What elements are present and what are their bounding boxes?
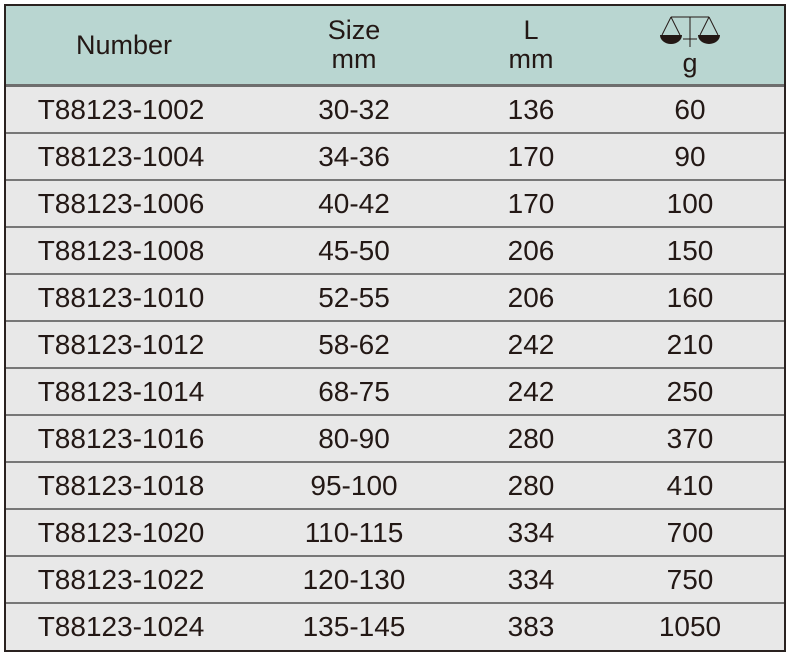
cell-weight: 250 bbox=[666, 375, 714, 407]
table-row: T88123-1002 30-32 136 60 bbox=[6, 87, 784, 134]
cell-size: 45-50 bbox=[318, 234, 390, 266]
cell-length: 170 bbox=[507, 140, 555, 172]
cell-size: 30-32 bbox=[318, 93, 390, 125]
cell-number: T88123-1006 bbox=[37, 187, 205, 219]
table-row: T88123-1012 58-62 242 210 bbox=[6, 322, 784, 369]
cell-number: T88123-1016 bbox=[37, 422, 205, 454]
cell-number: T88123-1008 bbox=[37, 234, 205, 266]
cell-weight: 100 bbox=[666, 187, 714, 219]
cell-number: T88123-1022 bbox=[37, 563, 205, 595]
spec-table: Number Size mm L mm bbox=[4, 4, 786, 652]
cell-number: T88123-1024 bbox=[37, 610, 205, 642]
cell-size: 34-36 bbox=[318, 140, 390, 172]
cell-number: T88123-1010 bbox=[37, 281, 205, 313]
cell-weight: 750 bbox=[666, 563, 714, 595]
cell-number: T88123-1014 bbox=[37, 375, 205, 407]
table-row: T88123-1022 120-130 334 750 bbox=[6, 557, 784, 604]
table-row: T88123-1018 95-100 280 410 bbox=[6, 463, 784, 510]
cell-weight: 410 bbox=[666, 469, 714, 501]
table-row: T88123-1024 135-145 383 1050 bbox=[6, 604, 784, 649]
cell-weight: 150 bbox=[666, 234, 714, 266]
cell-size: 135-145 bbox=[302, 610, 406, 642]
cell-length: 280 bbox=[507, 469, 555, 501]
table-row: T88123-1016 80-90 280 370 bbox=[6, 416, 784, 463]
cell-number: T88123-1004 bbox=[37, 140, 205, 172]
cell-length: 280 bbox=[507, 422, 555, 454]
header-number: Number bbox=[6, 6, 242, 84]
cell-size: 68-75 bbox=[318, 375, 390, 407]
table-header: Number Size mm L mm bbox=[6, 6, 784, 87]
cell-size: 95-100 bbox=[310, 469, 398, 501]
table-body: T88123-1002 30-32 136 60 T88123-1004 34-36 170… bbox=[6, 87, 784, 649]
header-weight: g bbox=[596, 6, 784, 84]
cell-number: T88123-1002 bbox=[37, 93, 205, 125]
cell-weight: 210 bbox=[666, 328, 714, 360]
cell-weight: 700 bbox=[666, 516, 714, 548]
table-row: T88123-1020 110-115 334 700 bbox=[6, 510, 784, 557]
cell-size: 110-115 bbox=[304, 516, 404, 548]
cell-size: 80-90 bbox=[318, 422, 390, 454]
cell-number: T88123-1020 bbox=[37, 516, 205, 548]
table-row: T88123-1010 52-55 206 160 bbox=[6, 275, 784, 322]
table-row: T88123-1004 34-36 170 90 bbox=[6, 134, 784, 181]
cell-size: 58-62 bbox=[318, 328, 390, 360]
cell-length: 242 bbox=[507, 328, 555, 360]
cell-size: 52-55 bbox=[318, 281, 390, 313]
cell-weight: 160 bbox=[666, 281, 714, 313]
cell-size: 120-130 bbox=[302, 563, 406, 595]
cell-length: 383 bbox=[507, 610, 555, 642]
table-row: T88123-1014 68-75 242 250 bbox=[6, 369, 784, 416]
cell-length: 334 bbox=[507, 516, 555, 548]
cell-weight: 1050 bbox=[658, 610, 722, 642]
cell-length: 136 bbox=[507, 93, 555, 125]
table-row: T88123-1008 45-50 206 150 bbox=[6, 228, 784, 275]
cell-length: 170 bbox=[507, 187, 555, 219]
header-length-label: L bbox=[523, 15, 539, 45]
header-length: L mm bbox=[466, 6, 596, 84]
header-size-unit: mm bbox=[331, 44, 377, 74]
header-length-unit: mm bbox=[508, 44, 554, 74]
cell-weight: 370 bbox=[666, 422, 714, 454]
header-size-label: Size bbox=[327, 15, 381, 45]
cell-weight: 60 bbox=[674, 93, 706, 125]
balance-scale-icon bbox=[660, 16, 720, 47]
header-number-label: Number bbox=[75, 29, 173, 60]
cell-size: 40-42 bbox=[318, 187, 390, 219]
header-size: Size mm bbox=[242, 6, 466, 84]
cell-length: 206 bbox=[507, 281, 555, 313]
header-weight-unit: g bbox=[682, 47, 698, 78]
cell-length: 242 bbox=[507, 375, 555, 407]
cell-weight: 90 bbox=[674, 140, 706, 172]
cell-length: 206 bbox=[507, 234, 555, 266]
cell-number: T88123-1018 bbox=[37, 469, 205, 501]
cell-length: 334 bbox=[507, 563, 555, 595]
cell-number: T88123-1012 bbox=[37, 328, 205, 360]
table-row: T88123-1006 40-42 170 100 bbox=[6, 181, 784, 228]
